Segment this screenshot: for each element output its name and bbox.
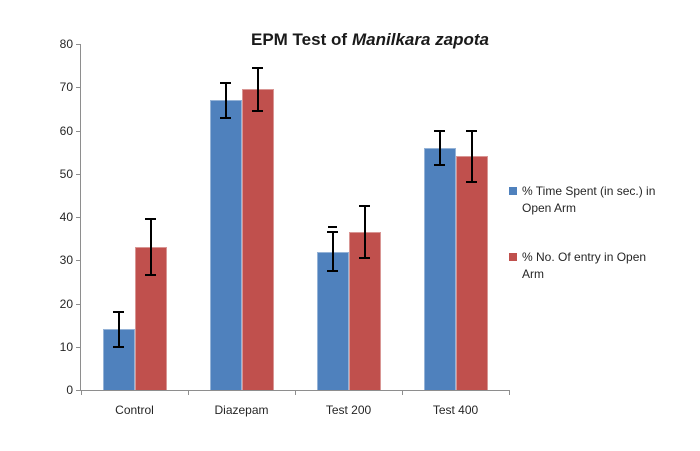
chart-title-species: Manilkara zapota — [352, 30, 490, 49]
x-tick — [295, 390, 296, 395]
error-bar-cap-top — [220, 81, 231, 84]
error-bar-cap-top — [466, 129, 477, 132]
x-category-label: Test 400 — [432, 403, 479, 417]
x-tick-end — [509, 390, 510, 395]
error-bar-cap-top — [252, 66, 263, 69]
y-tick-label: 80 — [59, 37, 73, 51]
x-category-label: Test 200 — [325, 403, 372, 417]
y-tick — [76, 87, 81, 89]
error-bar-cap-bottom — [327, 270, 338, 273]
error-bar-line — [363, 206, 366, 259]
y-tick-label: 70 — [59, 80, 73, 95]
legend-label-time-spent: % Time Spent (in sec.) in Open Arm — [522, 184, 656, 215]
chart-title: EPM Test of Manilkara zapota — [90, 30, 650, 50]
y-tick — [76, 346, 81, 348]
legend-item-entries: % No. Of entry in Open Arm — [509, 249, 661, 283]
y-tick-label: 60 — [59, 123, 73, 138]
error-bar-cap-bottom — [466, 181, 477, 184]
bar-time-spent — [209, 100, 242, 390]
bar-time-spent — [423, 147, 456, 390]
y-tick — [76, 390, 81, 391]
chart-title-text: EPM Test of — [250, 30, 348, 49]
bar-entries — [455, 156, 488, 390]
bar-entries — [241, 89, 274, 390]
y-tick — [76, 173, 81, 175]
x-axis-line — [76, 390, 510, 391]
legend: % Time Spent (in sec.) in Open Arm % No.… — [509, 183, 661, 315]
y-tick — [76, 130, 81, 132]
error-bar-cap-bottom — [220, 116, 231, 119]
error-bar-cap-top — [145, 218, 156, 221]
error-bar-line — [224, 82, 227, 118]
legend-label-entries: % No. Of entry in Open Arm — [522, 250, 647, 281]
x-category-label: Diazepam — [214, 403, 269, 417]
legend-swatch-time-spent-icon — [509, 187, 517, 195]
error-bar-extra-cap — [328, 226, 337, 229]
error-bar-line — [149, 219, 152, 276]
error-bar-line — [470, 130, 473, 183]
legend-swatch-entries-icon — [509, 253, 517, 261]
y-tick-label: 30 — [59, 253, 73, 268]
y-tick-label: 0 — [66, 383, 73, 397]
y-tick — [76, 303, 81, 305]
bar-time-spent — [316, 251, 349, 390]
error-bar-line — [256, 67, 259, 112]
error-bar-line — [331, 232, 334, 272]
error-bar-cap-bottom — [113, 345, 124, 348]
x-tick — [188, 390, 189, 395]
y-tick — [76, 217, 81, 218]
error-bar-cap-top — [359, 205, 370, 208]
error-bar-cap-bottom — [359, 257, 370, 260]
error-bar-cap-top — [434, 129, 445, 132]
x-category-label: Control — [115, 403, 154, 417]
error-bar-cap-bottom — [252, 110, 263, 113]
y-tick — [76, 260, 81, 262]
y-tick-label: 10 — [59, 339, 73, 354]
legend-item-time-spent: % Time Spent (in sec.) in Open Arm — [509, 183, 661, 217]
error-bar-cap-top — [113, 311, 124, 314]
error-bar-cap-bottom — [145, 274, 156, 277]
error-bar-line — [438, 130, 441, 166]
x-tick — [402, 390, 403, 395]
y-tick-label: 20 — [59, 296, 73, 311]
y-tick-label: 50 — [59, 166, 73, 181]
error-bar-cap-top — [327, 231, 338, 234]
y-tick-label: 40 — [59, 210, 73, 224]
error-bar-line — [117, 312, 120, 347]
error-bar-cap-bottom — [434, 164, 445, 167]
y-tick — [76, 44, 81, 45]
x-tick — [81, 390, 82, 395]
